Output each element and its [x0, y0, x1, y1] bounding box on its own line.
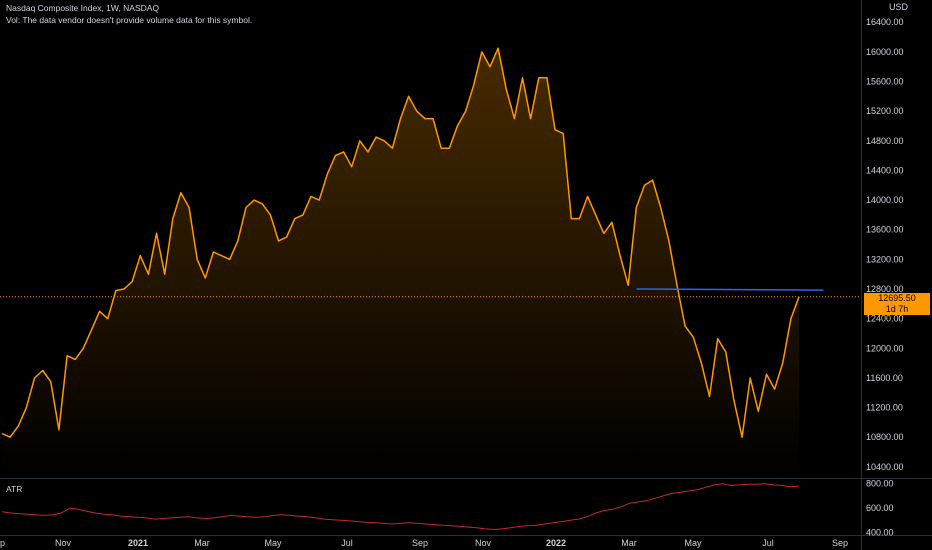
time-tick-label: Mar: [621, 538, 637, 548]
time-tick-label: Nov: [475, 538, 492, 548]
time-tick-label: 2021: [128, 538, 148, 548]
time-tick-label: 2022: [546, 538, 566, 548]
price-tick-label: 12400.00: [866, 314, 904, 324]
price-tick-label: 13200.00: [866, 254, 904, 264]
horizontal-trendline[interactable]: [636, 288, 824, 291]
price-line-path[interactable]: [1, 47, 800, 438]
price-axis-unit: USD: [889, 2, 909, 12]
price-series-line[interactable]: [1, 47, 800, 438]
price-tick-label: 13600.00: [866, 225, 904, 235]
price-tick-label: 16000.00: [866, 47, 904, 57]
price-tick-label: 16400.00: [866, 17, 904, 27]
atr-tick-label: 800.00: [866, 479, 894, 489]
last-price-tag: 12695.50 1d 7h: [864, 293, 930, 315]
volume-legend-note: Vol: The data vendor doesn't provide vol…: [6, 15, 253, 25]
time-tick-label: Sep: [412, 538, 428, 548]
atr-tick-label: 600.00: [866, 503, 894, 513]
price-tick-label: 14800.00: [866, 136, 904, 146]
bar-countdown: 1d 7h: [885, 304, 909, 314]
price-axis[interactable]: 10400.00 10800.00 11200.00 11600.00 12000.00…: [866, 17, 904, 472]
last-price-value: 12695.50: [878, 293, 916, 303]
area-fill-path: [2, 48, 799, 478]
atr-pane-label[interactable]: ATR: [6, 484, 23, 494]
time-tick-label: Nov: [55, 538, 72, 548]
price-tick-label: 15200.00: [866, 106, 904, 116]
time-tick-label: p: [0, 538, 5, 548]
price-tick-label: 11600.00: [866, 373, 903, 383]
price-tick-label: 15600.00: [866, 77, 904, 87]
price-tick-label: 14400.00: [866, 165, 904, 175]
price-tick-label: 12000.00: [866, 343, 904, 353]
atr-tick-label: 400.00: [866, 528, 894, 538]
time-tick-label: May: [264, 538, 282, 548]
time-tick-label: May: [684, 538, 702, 548]
time-tick-label: Jul: [341, 538, 353, 548]
price-tick-label: 14000.00: [866, 195, 904, 205]
time-tick-label: Jul: [762, 538, 774, 548]
price-tick-label: 11200.00: [866, 403, 903, 413]
time-tick-label: Sep: [832, 538, 848, 548]
atr-series-line[interactable]: [1, 483, 800, 531]
time-axis[interactable]: p Nov 2021 Mar May Jul Sep Nov 2022 Mar May Jul Sep: [0, 538, 848, 548]
price-area-fill: [2, 48, 799, 478]
atr-axis[interactable]: 400.00 600.00 800.00: [866, 479, 894, 538]
price-tick-label: 10400.00: [866, 462, 904, 472]
price-tick-label: 12800.00: [866, 284, 904, 294]
price-tick-label: 10800.00: [866, 432, 904, 442]
trendline[interactable]: [636, 288, 824, 291]
time-tick-label: Mar: [194, 538, 210, 548]
atr-line-path[interactable]: [1, 483, 800, 531]
symbol-legend-title[interactable]: Nasdaq Composite Index, 1W, NASDAQ: [6, 3, 160, 13]
